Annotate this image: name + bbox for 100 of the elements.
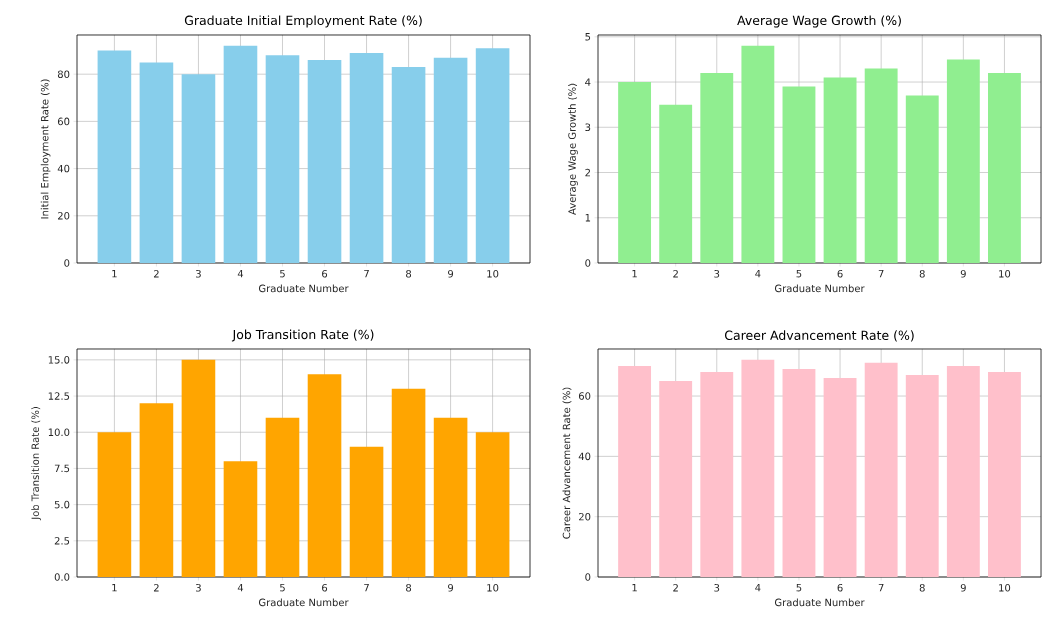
bar bbox=[391, 388, 426, 577]
x-tick-label: 2 bbox=[673, 270, 678, 278]
chart-title: Career Advancement Rate (%) bbox=[724, 330, 914, 342]
y-tick-label: 0.0 bbox=[54, 573, 70, 581]
x-tick-label: 4 bbox=[237, 584, 244, 592]
y-tick-label: 20 bbox=[57, 212, 70, 220]
x-tick-label: 9 bbox=[448, 270, 454, 278]
bar bbox=[659, 104, 693, 263]
x-tick-label: 9 bbox=[960, 584, 966, 592]
x-tick-label: 5 bbox=[280, 584, 285, 592]
y-axis-title: Initial Employment Rate (%) bbox=[40, 79, 51, 219]
x-tick-label: 2 bbox=[153, 270, 159, 278]
y-tick-label: 0 bbox=[585, 573, 591, 581]
x-tick-label: 1 bbox=[112, 584, 117, 592]
bar bbox=[782, 368, 816, 577]
y-tick-label: 10.0 bbox=[48, 428, 70, 437]
chart-title: Graduate Initial Employment Rate (%) bbox=[184, 15, 422, 28]
y-tick-label: 80 bbox=[57, 70, 70, 78]
x-axis-title: Graduate Number bbox=[774, 598, 865, 607]
x-tick-label: 8 bbox=[406, 584, 412, 592]
x-tick-label: 6 bbox=[837, 270, 843, 278]
y-tick-label: 7.5 bbox=[54, 464, 70, 473]
x-tick-label: 6 bbox=[322, 584, 328, 592]
bar bbox=[433, 417, 468, 577]
y-tick-label: 2 bbox=[585, 168, 590, 177]
x-axis-title: Graduate Number bbox=[258, 598, 349, 607]
bar bbox=[864, 68, 898, 263]
bar bbox=[741, 359, 775, 577]
bar bbox=[700, 371, 734, 577]
x-tick-label: 8 bbox=[406, 270, 412, 278]
x-tick-label: 7 bbox=[364, 270, 369, 278]
x-tick-label: 10 bbox=[487, 270, 499, 278]
x-tick-label: 9 bbox=[448, 584, 454, 592]
y-tick-label: 0 bbox=[64, 259, 70, 267]
bar bbox=[905, 374, 939, 577]
x-tick-label: 3 bbox=[196, 584, 201, 592]
x-tick-label: 2 bbox=[153, 584, 159, 592]
x-tick-label: 7 bbox=[364, 584, 369, 592]
x-tick-label: 1 bbox=[632, 584, 637, 592]
bar bbox=[349, 446, 384, 577]
x-tick-label: 4 bbox=[755, 584, 761, 592]
x-axis-title: Graduate Number bbox=[258, 284, 349, 293]
bar bbox=[823, 377, 857, 577]
x-tick-label: 7 bbox=[878, 270, 884, 278]
bar bbox=[864, 362, 898, 577]
y-tick-label: 60 bbox=[578, 392, 591, 400]
y-tick-label: 4 bbox=[585, 78, 591, 86]
x-tick-label: 3 bbox=[714, 584, 720, 592]
bar bbox=[946, 59, 980, 263]
bar bbox=[307, 374, 342, 577]
x-tick-label: 4 bbox=[755, 270, 761, 278]
x-tick-label: 5 bbox=[796, 270, 802, 278]
x-tick-label: 8 bbox=[919, 584, 925, 592]
x-tick-label: 3 bbox=[714, 270, 720, 278]
x-tick-label: 5 bbox=[280, 270, 285, 278]
x-tick-label: 10 bbox=[999, 584, 1011, 592]
bar bbox=[97, 432, 132, 577]
x-tick-label: 9 bbox=[960, 270, 966, 278]
y-tick-label: 3 bbox=[585, 123, 591, 132]
bar bbox=[741, 45, 775, 263]
bar bbox=[700, 72, 734, 263]
x-tick-label: 10 bbox=[487, 584, 499, 592]
x-tick-label: 3 bbox=[196, 270, 201, 278]
y-axis-title: Career Advancement Rate (%) bbox=[562, 387, 572, 539]
x-tick-label: 7 bbox=[878, 584, 884, 592]
bar bbox=[475, 432, 510, 577]
bar bbox=[265, 417, 300, 577]
bar bbox=[988, 371, 1021, 577]
x-tick-label: 5 bbox=[796, 584, 802, 592]
y-tick-label: 20 bbox=[579, 512, 591, 521]
y-tick-label: 1 bbox=[585, 214, 591, 222]
bar bbox=[139, 403, 174, 577]
bar bbox=[946, 365, 980, 577]
y-tick-label: 40 bbox=[57, 164, 70, 173]
x-tick-label: 6 bbox=[837, 584, 843, 592]
y-tick-label: 5 bbox=[585, 33, 591, 41]
chart-title: Job Transition Rate (%) bbox=[231, 329, 374, 342]
y-axis-title: Average Wage Growth (%) bbox=[568, 83, 578, 215]
x-tick-label: 1 bbox=[112, 270, 117, 278]
y-tick-label: 60 bbox=[57, 117, 70, 126]
bar bbox=[618, 82, 652, 263]
y-tick-label: 12.5 bbox=[48, 392, 70, 400]
x-axis-title: Graduate Number bbox=[774, 284, 865, 293]
y-tick-label: 0 bbox=[585, 259, 591, 267]
y-tick-label: 2.5 bbox=[54, 537, 70, 545]
bar bbox=[181, 359, 216, 577]
x-tick-label: 2 bbox=[673, 584, 678, 592]
bar bbox=[223, 461, 258, 577]
x-tick-label: 1 bbox=[632, 270, 637, 278]
bar bbox=[823, 77, 857, 263]
y-tick-label: 15.0 bbox=[48, 356, 70, 364]
y-tick-label: 5.0 bbox=[54, 500, 70, 509]
y-axis-title: Job Transition Rate (%) bbox=[31, 407, 41, 521]
chart-title: Average Wage Growth (%) bbox=[737, 15, 901, 28]
x-tick-label: 10 bbox=[999, 270, 1011, 278]
bar bbox=[782, 86, 816, 263]
bar bbox=[618, 365, 652, 577]
x-tick-label: 6 bbox=[322, 270, 328, 278]
x-tick-label: 8 bbox=[919, 270, 925, 278]
bar bbox=[905, 95, 939, 263]
